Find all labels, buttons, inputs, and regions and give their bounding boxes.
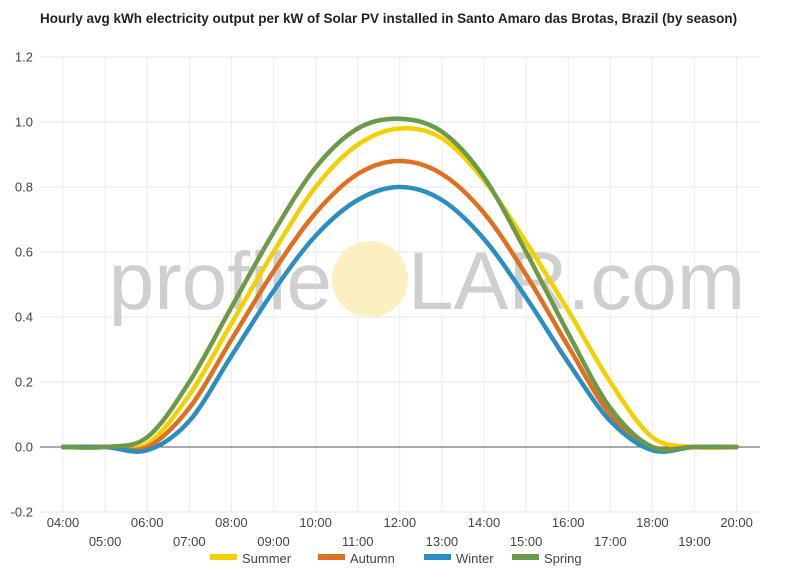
- x-tick-label: 08:00: [215, 515, 248, 530]
- series-line-autumn: [60, 158, 739, 453]
- series-line-winter: [60, 184, 739, 454]
- watermark: profile LAR.com: [109, 236, 746, 327]
- x-tick-label: 20:00: [720, 515, 753, 530]
- x-tick-label: 11:00: [342, 534, 374, 549]
- y-tick-label: -0.2: [11, 505, 33, 520]
- x-tick-label: 06:00: [131, 515, 164, 530]
- series-line-summer: [60, 126, 739, 451]
- x-tick-label: 10:00: [299, 515, 332, 530]
- watermark-text-right: LAR.com: [408, 236, 745, 327]
- x-tick-label: 05:00: [89, 534, 122, 549]
- y-tick-label: 0.2: [15, 375, 33, 390]
- x-tick-label: 16:00: [552, 515, 585, 530]
- x-tick-label: 19:00: [678, 534, 711, 549]
- legend-label: Winter: [456, 551, 494, 566]
- watermark-sun-icon: [332, 241, 408, 317]
- x-tick-label: 18:00: [636, 515, 669, 530]
- legend-label: Summer: [242, 551, 292, 566]
- legend-label: Spring: [544, 551, 582, 566]
- x-tick-label: 04:00: [47, 515, 80, 530]
- x-tick-label: 15:00: [510, 534, 543, 549]
- series-lines: [60, 116, 739, 454]
- legend-swatch: [210, 554, 237, 560]
- y-tick-label: 0.0: [15, 440, 33, 455]
- x-tick-label: 07:00: [173, 534, 206, 549]
- x-tick-label: 09:00: [257, 534, 290, 549]
- legend-swatch: [424, 554, 451, 560]
- y-tick-label: 0.6: [15, 245, 33, 260]
- y-tick-label: 1.2: [15, 50, 33, 65]
- legend-label: Autumn: [350, 551, 395, 566]
- legend-swatch: [318, 554, 345, 560]
- legend-swatch: [512, 554, 539, 560]
- x-tick-label: 14:00: [468, 515, 501, 530]
- legend: Summer Autumn Winter Spring: [210, 551, 582, 566]
- x-tick-label: 17:00: [594, 534, 627, 549]
- y-tick-label: 0.4: [15, 310, 33, 325]
- x-tick-label: 13:00: [426, 534, 459, 549]
- y-tick-label: 1.0: [15, 115, 33, 130]
- chart-title: Hourly avg kWh electricity output per kW…: [40, 11, 738, 26]
- watermark-text-left: profile: [109, 236, 332, 327]
- y-tick-label: 0.8: [15, 180, 33, 195]
- series-line-spring: [60, 116, 739, 453]
- x-tick-label: 12:00: [384, 515, 417, 530]
